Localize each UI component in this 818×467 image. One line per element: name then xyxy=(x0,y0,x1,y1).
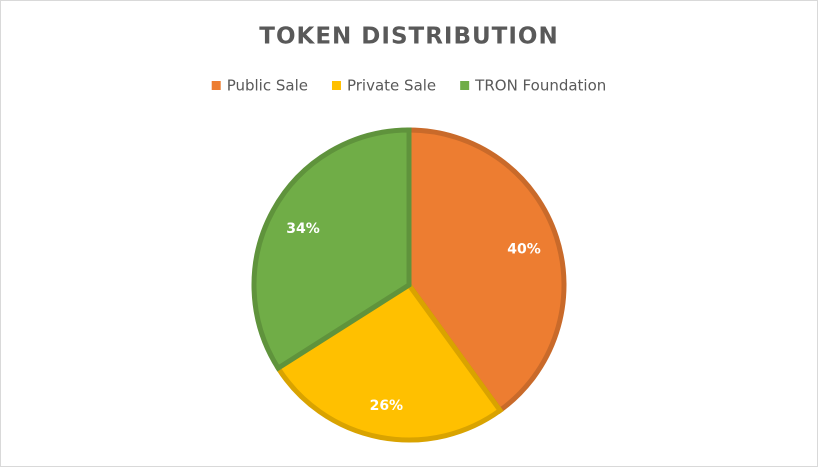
data-label: 40% xyxy=(507,242,541,258)
pie-slice xyxy=(406,127,567,414)
legend-swatch xyxy=(211,81,221,90)
legend-label: Public Sale xyxy=(227,77,308,95)
pie-slice xyxy=(274,281,504,443)
chart-title: TOKEN DISTRIBUTION xyxy=(259,24,558,50)
data-label: 34% xyxy=(286,221,320,237)
legend-label: Private Sale xyxy=(347,77,436,95)
legend-swatch xyxy=(331,81,341,90)
legend-swatch xyxy=(460,81,470,90)
pie-slice xyxy=(251,127,412,372)
legend-label: TRON Foundation xyxy=(474,77,606,95)
data-label: 26% xyxy=(370,398,404,414)
